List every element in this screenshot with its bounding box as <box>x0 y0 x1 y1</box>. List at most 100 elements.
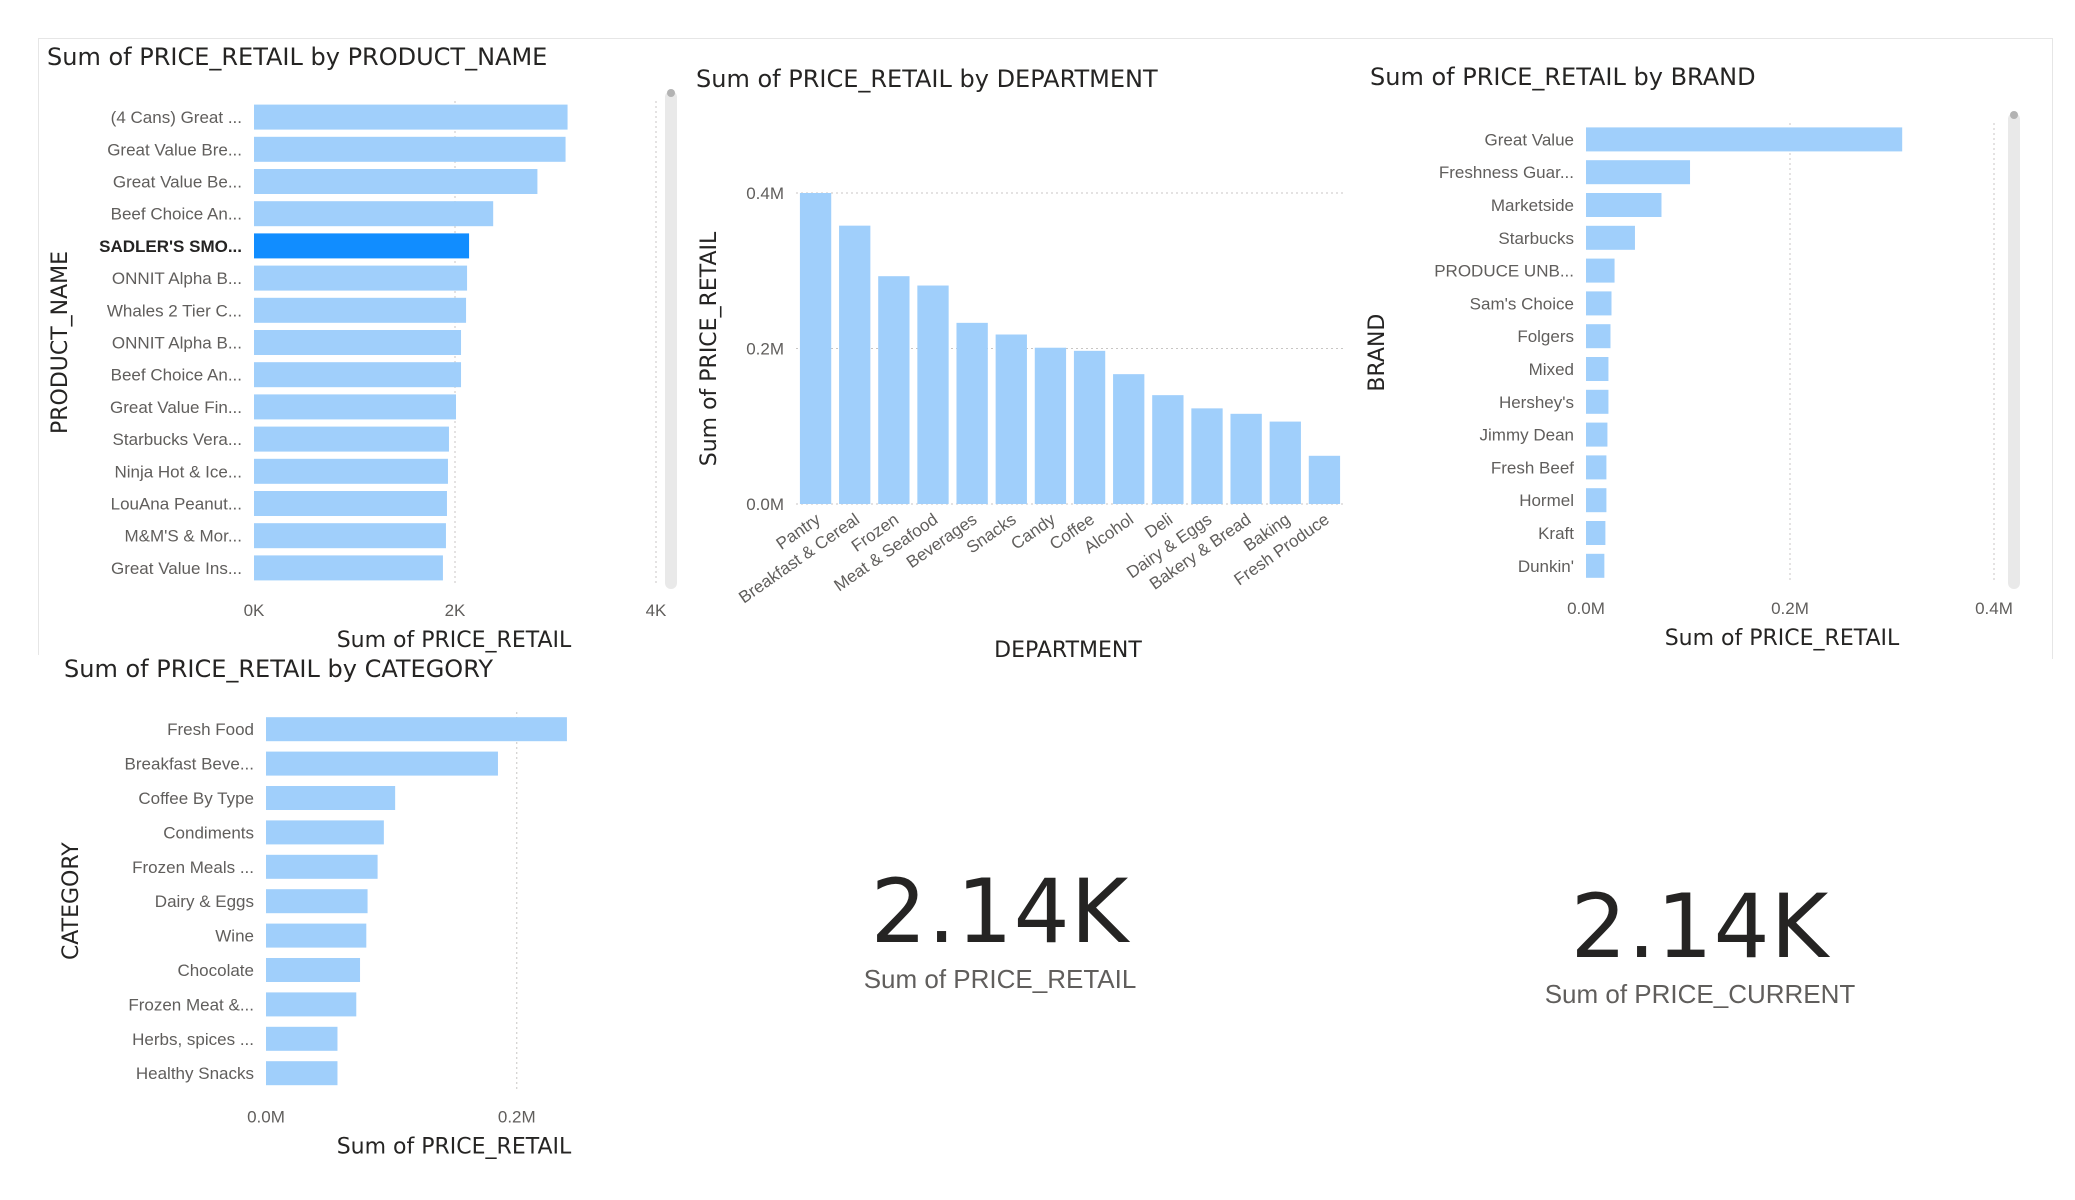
category-label: Beef Choice An... <box>111 205 242 224</box>
bar <box>254 458 448 484</box>
bar <box>254 297 467 323</box>
category-label: Healthy Snacks <box>136 1064 254 1083</box>
bar <box>266 889 368 914</box>
category-label: Mixed <box>1529 360 1574 379</box>
bar <box>266 751 498 776</box>
bar <box>1586 225 1635 250</box>
category-label: Starbucks Vera... <box>113 430 242 449</box>
category-label: Wine <box>215 927 254 946</box>
category-label: Great Value Fin... <box>110 398 242 417</box>
bar <box>266 786 396 810</box>
category-label: Folgers <box>1517 327 1574 346</box>
card-value: 2.14K <box>1570 875 1830 978</box>
bar <box>254 491 447 516</box>
category-label: M&M'S & Mor... <box>124 527 242 546</box>
product-chart-visual[interactable]: Sum of PRICE_RETAIL by PRODUCT_NAME (4 C… <box>38 38 689 659</box>
category-label: Great Value Ins... <box>111 559 242 578</box>
category-label: (4 Cans) Great ... <box>111 108 242 127</box>
card-value: 2.14K <box>870 860 1130 963</box>
bar <box>266 854 378 879</box>
category-label: Whales 2 Tier C... <box>107 301 242 320</box>
category-label: PRODUCE UNB... <box>1434 262 1574 281</box>
bar <box>1586 357 1609 381</box>
bar <box>1230 413 1262 504</box>
brand-chart-visual[interactable]: Sum of PRICE_RETAIL by BRAND Great Value… <box>1365 38 2053 659</box>
bar <box>254 555 443 581</box>
scrollbar-handle[interactable] <box>667 89 675 97</box>
card-price-retail[interactable]: 2.14K Sum of PRICE_RETAIL <box>760 860 1240 1020</box>
bar <box>254 265 468 291</box>
y-axis-title: Sum of PRICE_RETAIL <box>697 231 722 466</box>
scrollbar-handle[interactable] <box>2010 111 2018 119</box>
category-label: Jimmy Dean <box>1480 426 1574 445</box>
x-tick-label: 0.0M <box>1567 599 1605 618</box>
category-label: Fresh Beef <box>1491 458 1574 477</box>
bar <box>839 225 871 504</box>
brand-chart-scrollbar[interactable] <box>2008 111 2020 589</box>
category-label: Condiments <box>163 823 254 842</box>
bar <box>254 201 494 227</box>
bar <box>254 523 446 549</box>
y-tick-label: 0.4M <box>746 184 784 203</box>
bar <box>266 820 384 845</box>
bar <box>1586 389 1609 414</box>
bar <box>917 285 949 504</box>
category-label: Beef Choice An... <box>111 366 242 385</box>
bar <box>1586 488 1607 513</box>
category-chart: Fresh Food Breakfast Beve... Coffee By Typ… <box>59 712 572 1159</box>
bar <box>1586 455 1607 480</box>
category-label: SADLER'S SMO... <box>99 237 242 256</box>
category-label: Hershey's <box>1499 393 1574 412</box>
category-label: Kraft <box>1538 524 1574 543</box>
category-label: Dairy & Eggs <box>155 892 254 911</box>
category-label: ONNIT Alpha B... <box>112 269 242 288</box>
bar <box>266 1061 338 1086</box>
department-chart-title: Sum of PRICE_RETAIL by DEPARTMENT <box>696 65 1158 93</box>
category-label: Coffee By Type <box>138 789 254 808</box>
bar <box>1586 160 1691 185</box>
y-tick-label: 0.2M <box>746 340 784 359</box>
category-label: Sam's Choice <box>1470 294 1574 313</box>
bar <box>1586 324 1611 349</box>
product-chart-title: Sum of PRICE_RETAIL by PRODUCT_NAME <box>47 43 548 71</box>
category-label: Dunkin' <box>1518 557 1574 576</box>
bar <box>266 958 361 982</box>
product-chart-scrollbar[interactable] <box>665 89 677 589</box>
bar <box>1586 258 1615 283</box>
bar <box>1269 421 1301 504</box>
category-chart-visual[interactable]: Sum of PRICE_RETAIL by CATEGORY Fresh Fo… <box>38 655 688 1185</box>
category-label: Great Value <box>1485 130 1574 149</box>
category-label: Ninja Hot & Ice... <box>114 462 242 481</box>
bar <box>254 169 538 194</box>
x-tick-label: 0.0M <box>247 1107 285 1126</box>
bar <box>266 923 367 948</box>
x-axis-title: Sum of PRICE_RETAIL <box>337 1134 572 1159</box>
bar <box>266 717 567 742</box>
x-tick-label: 0K <box>244 601 265 620</box>
x-tick-label: 2K <box>445 601 466 620</box>
bar <box>1191 408 1223 504</box>
category-label: Great Value Be... <box>113 173 242 192</box>
bar <box>1586 291 1612 316</box>
bar <box>995 334 1027 504</box>
category-label: Frozen Meals ... <box>132 858 254 877</box>
bar <box>266 992 357 1017</box>
bar <box>1586 553 1605 578</box>
bar <box>1308 455 1341 504</box>
y-axis-title: CATEGORY <box>59 842 84 960</box>
card-price-current[interactable]: 2.14K Sum of PRICE_CURRENT <box>1460 875 1940 1035</box>
bar <box>254 426 449 452</box>
x-tick-label: 4K <box>646 601 667 620</box>
bar <box>1034 347 1067 504</box>
bar <box>254 394 457 420</box>
bar <box>254 104 568 130</box>
department-chart-visual[interactable]: Sum of PRICE_RETAIL by DEPARTMENT 0.0M 0.… <box>688 38 1370 663</box>
category-label: Great Value Bre... <box>107 140 242 159</box>
brand-chart-title: Sum of PRICE_RETAIL by BRAND <box>1370 63 1756 91</box>
x-axis-title: Sum of PRICE_RETAIL <box>1665 626 1900 651</box>
product-chart: (4 Cans) Great ... Great Value Bre... Grea… <box>48 101 667 653</box>
bar <box>1113 374 1145 504</box>
x-tick-label: 0.2M <box>1771 599 1809 618</box>
category-label: Starbucks <box>1498 229 1574 248</box>
